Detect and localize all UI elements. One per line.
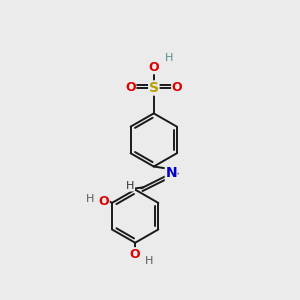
Text: O: O bbox=[98, 195, 109, 208]
Text: O: O bbox=[125, 82, 136, 94]
Text: H: H bbox=[165, 53, 173, 63]
Text: H: H bbox=[85, 194, 94, 204]
Text: S: S bbox=[149, 81, 159, 95]
Text: N: N bbox=[165, 167, 177, 180]
Text: O: O bbox=[172, 82, 182, 94]
Text: H: H bbox=[126, 181, 135, 191]
Text: O: O bbox=[148, 61, 159, 74]
Text: O: O bbox=[130, 248, 140, 261]
Text: H: H bbox=[145, 256, 153, 266]
